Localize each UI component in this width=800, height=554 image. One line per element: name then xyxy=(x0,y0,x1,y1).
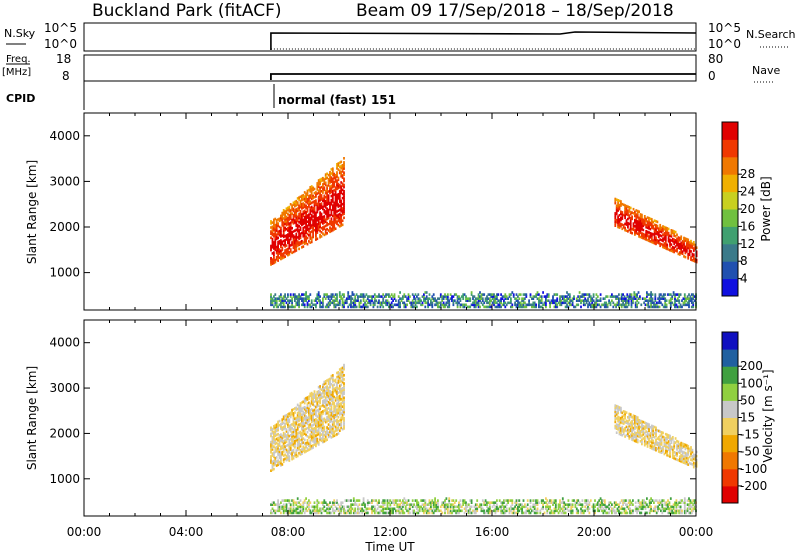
colorbar-segment xyxy=(722,468,738,487)
y-tick-label: 4000 xyxy=(49,336,80,350)
colorbar-segment xyxy=(722,400,738,418)
colorbar-tick-label: -100 xyxy=(740,462,767,476)
nsky-tick-top: 10^5 xyxy=(44,21,77,35)
colorbar-segment xyxy=(722,417,738,436)
y-tick-label: 2000 xyxy=(49,426,80,440)
x-tick-label: 04:00 xyxy=(169,525,204,539)
x-tick-labels: 00:00 04:00 08:00 12:00 16:00 20:00 00:00 xyxy=(67,525,714,539)
freq-trace xyxy=(270,73,696,80)
colorbar-segment xyxy=(722,434,738,453)
cpid-panel: CPID normal (fast) 151 xyxy=(6,81,396,110)
colorbar-segment xyxy=(722,278,738,297)
x-tick-label: 16:00 xyxy=(475,525,510,539)
colorbar-tick-label: 16 xyxy=(740,219,755,233)
scatter-region-1 xyxy=(270,363,345,472)
colorbar-tick-label: 50 xyxy=(740,393,755,407)
colorbar-tick-label: 24 xyxy=(740,185,755,199)
power-panel: 1000 2000 3000 4000 xyxy=(49,112,698,311)
beam-date-title: Beam 09 17/Sep/2018 – 18/Sep/2018 xyxy=(356,1,674,21)
cpid-label: CPID xyxy=(6,92,35,105)
colorbar-segment xyxy=(722,243,738,262)
nsky-label: N.Sky xyxy=(4,27,36,40)
nsearch-tick-top: 10^5 xyxy=(708,21,741,35)
colorbar-tick-label: 200 xyxy=(740,359,763,373)
colorbar-segment xyxy=(722,209,738,227)
power-colorbar: 4 8 12 16 20 24 28 xyxy=(721,121,755,297)
colorbar-tick-label: 4 xyxy=(740,272,748,286)
y-tick-label: 3000 xyxy=(49,174,80,188)
nsearch-tick-bottom: 10^0 xyxy=(708,37,741,51)
x-tick-label: 20:00 xyxy=(577,525,612,539)
colorbar-tick-label: 15 xyxy=(740,411,755,425)
scatter-region-3 xyxy=(270,497,697,515)
y-tick-label: 2000 xyxy=(49,220,80,234)
colorbar-tick-label: 100 xyxy=(740,376,763,390)
colorbar-segment xyxy=(722,366,738,384)
x-tick-label: 00:00 xyxy=(67,525,102,539)
velocity-colorbar: -200 -100 -50 -15 15 50 100 200 xyxy=(721,331,767,504)
x-tick-label: 12:00 xyxy=(373,525,408,539)
nave-tick-bottom: 0 xyxy=(708,69,716,83)
colorbar-segment xyxy=(722,174,738,193)
colorbar-segment xyxy=(722,451,738,470)
nsearch-label: N.Search xyxy=(746,28,796,41)
scatter-region-2 xyxy=(614,404,698,469)
colorbar-tick-label: -50 xyxy=(740,445,760,459)
velocity-colorbar-label: Velocity [m s⁻¹] xyxy=(761,369,775,462)
power-ylabel: Slant Range [km] xyxy=(25,160,39,264)
nsky-tick-bottom: 10^0 xyxy=(44,37,77,51)
colorbar-segment xyxy=(722,139,738,158)
y-tick-label: 1000 xyxy=(49,266,80,280)
power-colorbar-label: Power [dB] xyxy=(759,176,773,241)
x-tick-label: 08:00 xyxy=(271,525,306,539)
colorbar-segment xyxy=(722,332,738,350)
nave-label: Nave xyxy=(752,64,780,77)
velocity-ylabel: Slant Range [km] xyxy=(25,366,39,470)
y-tick-label: 4000 xyxy=(49,129,80,143)
freq-tick-bottom: 8 xyxy=(62,69,70,83)
x-axis-label: Time UT xyxy=(364,540,415,554)
colorbar-tick-label: -15 xyxy=(740,428,760,442)
freq-panel: Freq. [MHz] 18 8 80 0 Nave xyxy=(2,52,780,83)
colorbar-segment xyxy=(722,226,738,245)
freq-unit-label: [MHz] xyxy=(2,67,31,78)
scatter-region-3 xyxy=(270,291,697,309)
nsky-panel: N.Sky 10^5 10^0 10^5 10^0 N.Search xyxy=(4,21,796,52)
y-tick-label: 3000 xyxy=(49,381,80,395)
colorbar-segment xyxy=(722,383,738,401)
x-tick-label: 00:00 xyxy=(679,525,714,539)
colorbar-segment xyxy=(722,156,738,175)
colorbar-tick-label: -200 xyxy=(740,479,767,493)
colorbar-segment xyxy=(722,191,738,210)
freq-tick-top: 18 xyxy=(56,52,71,66)
y-tick-label: 1000 xyxy=(49,472,80,486)
colorbar-segment xyxy=(722,122,738,140)
nave-tick-top: 80 xyxy=(708,52,723,66)
colorbar-tick-label: 8 xyxy=(740,254,748,268)
colorbar-segment xyxy=(722,261,738,280)
scatter-region-2 xyxy=(614,197,698,264)
cpid-value: normal (fast) 151 xyxy=(278,93,396,107)
colorbar-segment xyxy=(722,485,738,504)
nsky-trace xyxy=(270,31,697,50)
colorbar-tick-label: 28 xyxy=(740,167,755,181)
colorbar-segment xyxy=(722,349,738,367)
scatter-region-1 xyxy=(270,157,345,266)
freq-label: Freq. xyxy=(6,54,31,65)
colorbar-tick-label: 20 xyxy=(740,202,755,216)
velocity-panel: 1000 2000 3000 4000 xyxy=(49,319,698,517)
colorbar-tick-label: 12 xyxy=(740,237,755,251)
site-title: Buckland Park (fitACF) xyxy=(92,1,282,21)
